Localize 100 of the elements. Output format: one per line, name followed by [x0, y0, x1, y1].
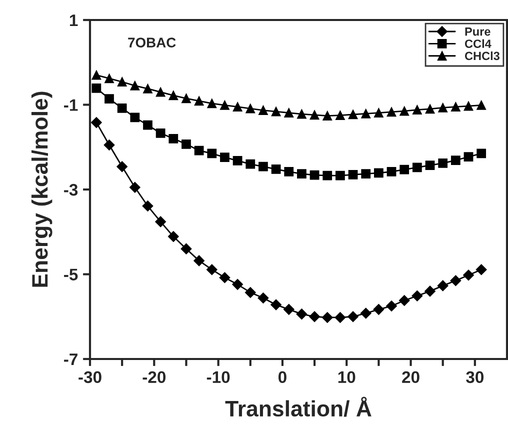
- point: [476, 100, 486, 110]
- point: [180, 243, 192, 254]
- point: [322, 111, 332, 120]
- y-tick-label: -5: [64, 268, 78, 280]
- point: [168, 90, 178, 100]
- point: [116, 161, 128, 172]
- point: [310, 110, 320, 120]
- point: [117, 77, 127, 87]
- point: [284, 108, 294, 118]
- point: [400, 164, 410, 174]
- point: [283, 304, 294, 315]
- point: [400, 106, 410, 116]
- point: [90, 117, 102, 128]
- point: [92, 70, 102, 80]
- annotation: 7OBAC: [128, 38, 176, 48]
- point: [219, 272, 230, 284]
- point: [374, 108, 384, 118]
- point: [104, 140, 115, 150]
- point: [207, 148, 217, 158]
- y-axis-title: Energy (kcal/mole): [31, 92, 52, 287]
- point: [476, 148, 486, 158]
- point: [156, 128, 166, 138]
- point: [143, 120, 152, 130]
- point: [309, 311, 320, 322]
- point: [130, 112, 140, 122]
- point: [412, 105, 422, 115]
- x-tick-label: -10: [206, 371, 230, 384]
- point: [182, 94, 191, 104]
- point: [246, 104, 256, 114]
- point: [168, 134, 178, 144]
- point: [92, 84, 102, 93]
- point: [206, 264, 218, 276]
- x-tick-label: -20: [142, 371, 166, 384]
- point: [425, 160, 435, 170]
- point: [194, 255, 204, 266]
- point: [450, 102, 460, 112]
- point: [143, 84, 152, 94]
- y-tick-label: -7: [64, 354, 78, 366]
- point: [130, 80, 140, 90]
- legend-label: Pure: [465, 28, 490, 36]
- y-tick-label: 1: [70, 14, 78, 26]
- point: [104, 94, 114, 104]
- x-tick-label: 30: [466, 371, 484, 384]
- point: [296, 308, 308, 320]
- point: [425, 104, 435, 114]
- point: [207, 98, 217, 108]
- legend-label: CCl4: [464, 39, 492, 48]
- point: [438, 103, 448, 112]
- point: [374, 168, 384, 178]
- point: [322, 170, 332, 180]
- x-tick-label: 10: [338, 371, 356, 384]
- point: [310, 170, 320, 180]
- point: [220, 100, 230, 110]
- point: [194, 96, 204, 106]
- point: [232, 156, 242, 166]
- point: [360, 308, 372, 319]
- point: [386, 167, 396, 176]
- point: [412, 290, 423, 302]
- point: [386, 300, 397, 312]
- point: [117, 103, 127, 113]
- point: [232, 102, 242, 112]
- point: [142, 200, 154, 212]
- point: [361, 169, 371, 179]
- point: [464, 101, 474, 111]
- point: [258, 162, 268, 172]
- point: [297, 109, 306, 119]
- point: [258, 106, 268, 115]
- point: [129, 182, 140, 193]
- point: [373, 304, 384, 315]
- point: [271, 164, 281, 174]
- point: [156, 87, 166, 97]
- x-axis-title: Translation/ Å: [225, 396, 372, 417]
- point: [182, 139, 191, 149]
- point: [463, 270, 474, 281]
- point: [270, 299, 282, 310]
- point: [386, 107, 396, 117]
- point: [398, 295, 410, 306]
- point: [271, 106, 281, 116]
- point: [334, 312, 346, 323]
- point: [336, 170, 345, 180]
- point: [438, 158, 448, 168]
- point: [348, 110, 358, 120]
- point: [476, 264, 487, 276]
- point: [220, 152, 230, 162]
- x-tick-label: 0: [278, 371, 286, 384]
- point: [194, 146, 204, 156]
- y-tick-label: -3: [64, 184, 78, 196]
- point: [348, 311, 358, 322]
- x-tick-label: -30: [78, 371, 102, 384]
- point: [361, 108, 371, 118]
- legend-label: CHCl3: [464, 51, 500, 60]
- point: [450, 156, 460, 165]
- point: [168, 231, 179, 242]
- point: [232, 278, 243, 290]
- point: [437, 280, 448, 292]
- point: [412, 162, 422, 172]
- point: [246, 159, 256, 169]
- x-tick-label: 20: [402, 371, 420, 384]
- point: [348, 170, 358, 180]
- point: [336, 110, 345, 120]
